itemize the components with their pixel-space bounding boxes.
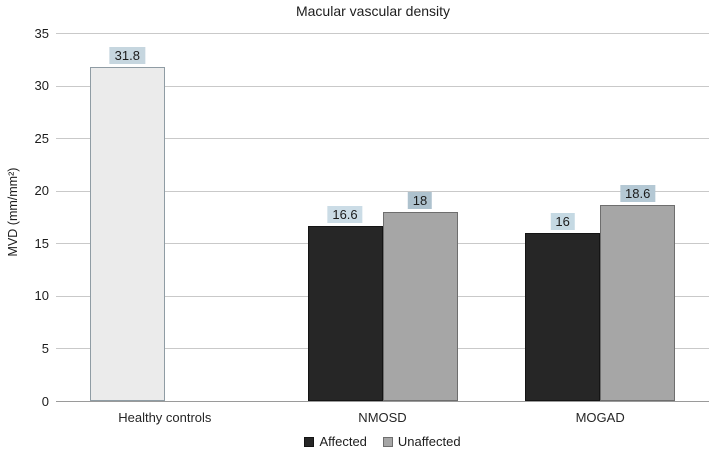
bar-mogad-affected: [525, 232, 601, 401]
legend-item-unaffected: Unaffected: [382, 434, 461, 449]
y-tick-label: 35: [34, 25, 49, 41]
bar-nmosd-unaffected: [382, 211, 458, 401]
x-axis-line: [56, 401, 709, 402]
legend-label-affected: Affected: [319, 434, 367, 449]
y-tick-label: 20: [34, 183, 49, 199]
legend-swatch-unaffected-icon: [382, 436, 393, 447]
category-label-nmosd: NMOSD: [358, 410, 407, 425]
legend: Affected Unaffected: [56, 434, 709, 449]
y-tick-label: 0: [41, 393, 49, 409]
gridline: [56, 190, 709, 192]
value-label-nmosd-unaffected: 18: [407, 191, 433, 209]
y-tick-label: 15: [34, 235, 49, 251]
y-tick-label: 10: [34, 288, 49, 304]
gridline: [56, 33, 709, 34]
legend-item-affected: Affected: [304, 434, 367, 449]
value-label-healthy-controls-healthy-controls: 31.8: [109, 46, 145, 64]
value-label-nmosd-affected: 16.6: [327, 206, 363, 224]
legend-swatch-affected-icon: [304, 436, 315, 447]
category-label-healthy-controls: Healthy controls: [118, 410, 212, 425]
bar-mogad-unaffected: [600, 205, 676, 401]
gridline: [56, 138, 709, 140]
value-label-mogad-affected: 16: [550, 212, 575, 230]
chart-title: Macular vascular density: [295, 3, 451, 19]
legend-label-unaffected: Unaffected: [397, 434, 461, 449]
y-tick-label: 30: [34, 78, 49, 94]
y-tick-label: 25: [34, 130, 49, 146]
category-label-mogad: MOGAD: [575, 410, 625, 425]
y-tick-label: 5: [41, 340, 49, 356]
bar-healthy-controls-healthy-controls: [89, 66, 165, 401]
value-label-mogad-unaffected: 18.6: [620, 185, 656, 203]
gridline: [56, 85, 709, 87]
bar-nmosd-affected: [307, 226, 383, 401]
y-axis-title: MVD (mm/mm²): [6, 167, 20, 257]
